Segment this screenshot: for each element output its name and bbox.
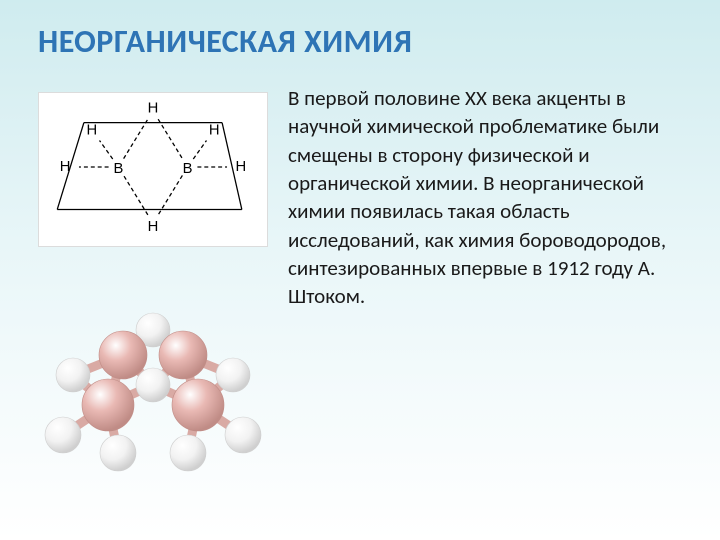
svg-text:H: H	[86, 122, 97, 138]
svg-text:H: H	[148, 101, 159, 117]
svg-text:H: H	[209, 122, 220, 138]
diborane-2d-diagram: H H H H H H B B	[38, 92, 268, 247]
svg-text:B: B	[114, 161, 124, 177]
slide-body-text: В первой половине XX века акценты в науч…	[288, 84, 688, 311]
borane-3d-model	[38, 285, 268, 480]
slide-title: НЕОРГАНИЧЕСКАЯ ХИМИЯ	[38, 22, 412, 61]
svg-text:H: H	[236, 159, 247, 175]
svg-text:H: H	[148, 219, 159, 235]
svg-text:B: B	[183, 161, 193, 177]
svg-text:H: H	[60, 159, 71, 175]
